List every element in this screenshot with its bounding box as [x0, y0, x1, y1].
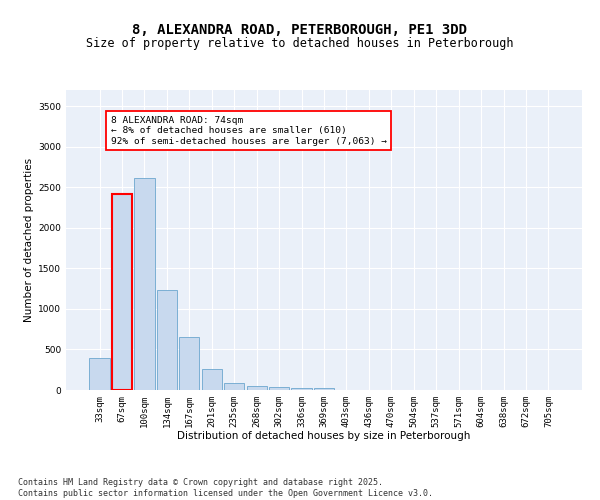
Bar — [112, 194, 132, 390]
Text: 8, ALEXANDRA ROAD, PETERBOROUGH, PE1 3DD: 8, ALEXANDRA ROAD, PETERBOROUGH, PE1 3DD — [133, 22, 467, 36]
Text: Size of property relative to detached houses in Peterborough: Size of property relative to detached ho… — [86, 38, 514, 51]
Bar — [292, 388, 311, 390]
Bar — [247, 386, 267, 390]
X-axis label: Distribution of detached houses by size in Peterborough: Distribution of detached houses by size … — [178, 432, 470, 442]
Bar — [134, 178, 155, 390]
Text: Contains HM Land Registry data © Crown copyright and database right 2025.
Contai: Contains HM Land Registry data © Crown c… — [18, 478, 433, 498]
Y-axis label: Number of detached properties: Number of detached properties — [24, 158, 34, 322]
Bar — [224, 382, 244, 390]
Bar — [202, 369, 222, 390]
Bar — [157, 290, 177, 390]
Bar — [314, 388, 334, 390]
Text: 8 ALEXANDRA ROAD: 74sqm
← 8% of detached houses are smaller (610)
92% of semi-de: 8 ALEXANDRA ROAD: 74sqm ← 8% of detached… — [111, 116, 387, 146]
Bar — [179, 338, 199, 390]
Bar — [89, 358, 110, 390]
Bar — [269, 387, 289, 390]
